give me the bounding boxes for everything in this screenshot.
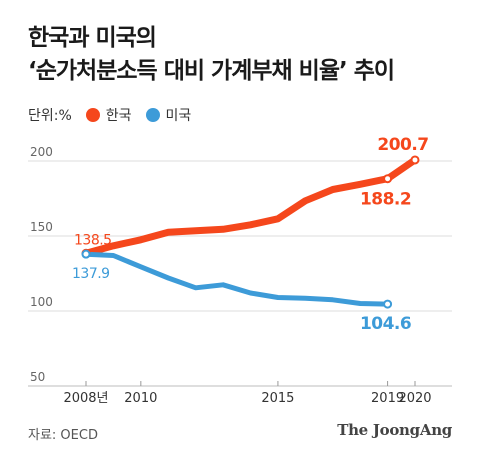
y-tick-label: 100 <box>30 295 53 309</box>
x-tick-label: 2015 <box>261 391 294 406</box>
series-line-korea <box>82 156 419 257</box>
unit-label: 단위:% <box>28 108 72 124</box>
legend-item-usa: 미국 <box>145 105 192 125</box>
data-label-korea: 200.7 <box>377 135 428 155</box>
data-label-usa: 104.6 <box>360 314 411 334</box>
data-label-korea: 188.2 <box>360 190 411 210</box>
legend-swatch-usa <box>145 108 160 122</box>
legend: 단위:% 한국 미국 <box>28 105 205 125</box>
legend-label-korea: 한국 <box>105 108 132 124</box>
chart-title: 한국과 미국의 ‘순가처분소득 대비 가계부채 비율’ 추이 <box>28 22 395 88</box>
source-note: 자료: OECD <box>28 428 98 443</box>
y-tick-label: 150 <box>30 220 53 234</box>
title-line-2: ‘순가처분소득 대비 가계부채 비율’ 추이 <box>28 58 395 84</box>
x-tick-label: 2020 <box>398 391 431 406</box>
data-label-usa: 137.9 <box>72 266 110 282</box>
x-tick-label: 2010 <box>124 391 157 406</box>
brand-logo: The JoongAng <box>337 421 452 439</box>
title-line-1: 한국과 미국의 <box>28 25 157 51</box>
data-point-usa <box>383 299 393 309</box>
x-tick-label: 2008년 <box>63 391 108 406</box>
data-label-korea: 138.5 <box>74 232 112 248</box>
series-line-usa <box>83 251 391 307</box>
y-tick-label: 50 <box>30 370 45 384</box>
data-point-korea <box>410 155 420 165</box>
data-point-korea <box>383 174 393 184</box>
legend-item-korea: 한국 <box>85 105 132 125</box>
legend-swatch-korea <box>85 108 100 122</box>
x-tick-label: 2019 <box>371 391 404 406</box>
y-tick-label: 200 <box>30 145 53 159</box>
legend-label-usa: 미국 <box>165 108 192 124</box>
data-point-usa <box>81 249 91 259</box>
